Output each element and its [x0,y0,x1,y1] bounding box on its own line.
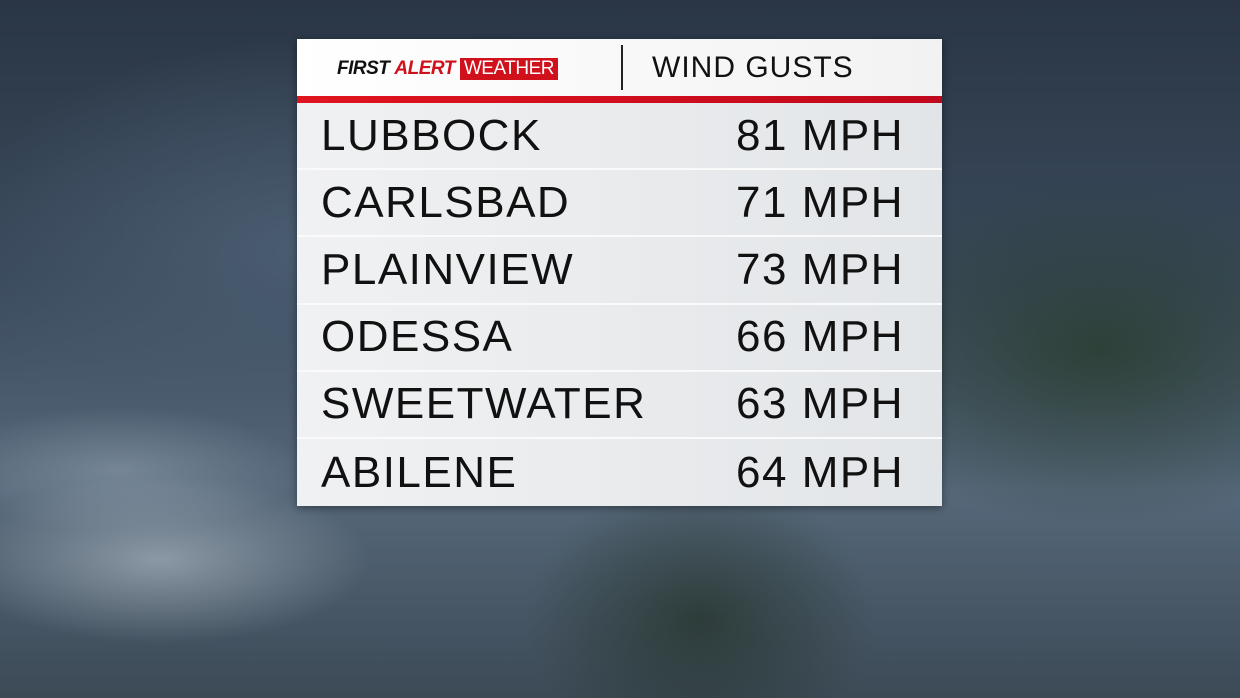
gust-value: 71 MPH [736,177,904,227]
table-row: ABILENE 64 MPH [297,438,942,507]
accent-bar [297,96,942,103]
logo-weather: WEATHER [459,58,558,80]
wind-gusts-panel: FIRST ALERT WEATHER WIND GUSTS LUBBOCK 81… [297,39,942,507]
table-row: SWEETWATER 63 MPH [297,371,942,439]
city-name: CARLSBAD [321,177,571,227]
city-name: ODESSA [321,312,514,362]
logo-alert: ALERT [394,58,455,79]
gust-value: 64 MPH [736,447,904,497]
city-name: PLAINVIEW [321,244,575,294]
table-row: LUBBOCK 81 MPH [297,103,942,171]
header-divider [621,45,623,90]
city-name: ABILENE [321,447,518,497]
gust-value: 66 MPH [736,312,904,362]
gust-value: 81 MPH [736,110,904,160]
gust-value: 63 MPH [736,379,904,429]
panel-header: FIRST ALERT WEATHER WIND GUSTS [297,39,942,96]
page-title: WIND GUSTS [652,51,854,84]
table-row: ODESSA 66 MPH [297,304,942,372]
first-alert-weather-logo: FIRST ALERT WEATHER [337,58,558,80]
logo-first: FIRST [337,58,390,79]
table-row: CARLSBAD 71 MPH [297,170,942,238]
gust-value: 73 MPH [736,244,904,294]
city-name: LUBBOCK [321,110,542,160]
city-name: SWEETWATER [321,379,647,429]
table-row: PLAINVIEW 73 MPH [297,237,942,305]
